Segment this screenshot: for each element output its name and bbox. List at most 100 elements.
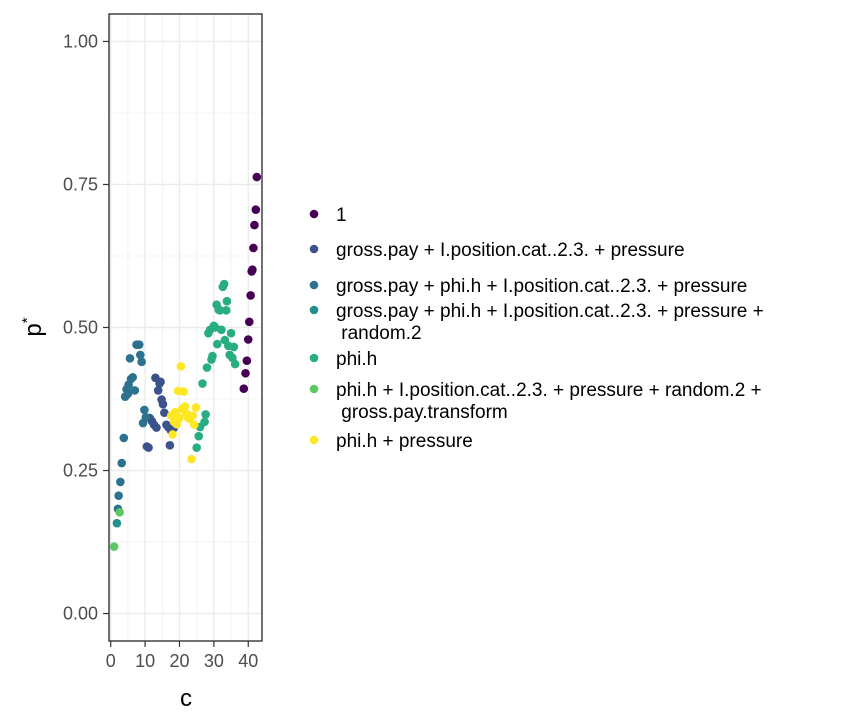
- x-axis-title: c: [180, 685, 192, 712]
- legend-item: phi.h + pressure: [309, 431, 473, 452]
- data-point-series-3: [116, 477, 125, 487]
- data-point-series-1: [249, 243, 258, 253]
- y-tick-label: 0.25: [63, 461, 98, 481]
- data-point-series-7: [189, 420, 199, 430]
- data-point-series-5: [194, 431, 204, 441]
- data-point-series-5: [202, 363, 212, 372]
- y-axis-title-superscript: *: [19, 317, 36, 323]
- legend-label-line: gross.pay + phi.h + I.position.cat..2.3.…: [336, 276, 747, 297]
- data-point-series-3: [130, 386, 140, 395]
- data-point-series-2: [152, 423, 161, 432]
- data-point-series-3: [135, 350, 145, 360]
- data-point-series-5: [222, 296, 232, 306]
- data-point-series-5: [198, 379, 207, 388]
- data-point-series-5: [219, 279, 229, 289]
- legend-label: gross.pay + phi.h + I.position.cat..2.3.…: [336, 276, 747, 297]
- data-point-series-7: [191, 403, 201, 412]
- data-point-series-1: [242, 356, 252, 365]
- x-tick-label: 10: [135, 651, 155, 671]
- data-point-series-7: [176, 362, 186, 371]
- data-point-series-7: [168, 430, 177, 439]
- data-point-series-1: [251, 205, 261, 214]
- legend-label-line: phi.h + I.position.cat..2.3. + pressure …: [336, 380, 762, 401]
- data-point-series-7: [179, 387, 188, 396]
- legend-key: [309, 244, 319, 254]
- legend-label: phi.h + pressure: [336, 431, 473, 452]
- legend-label-line: 1: [336, 205, 347, 226]
- data-point-series-5: [200, 417, 209, 427]
- data-point-series-3: [128, 372, 138, 382]
- data-point-series-5: [221, 306, 231, 315]
- data-point-series-5: [213, 339, 222, 349]
- data-point-series-5: [217, 325, 226, 335]
- data-point-series-2: [156, 377, 165, 387]
- data-point-series-6: [109, 542, 119, 551]
- legend-label: gross.pay + I.position.cat..2.3. + press…: [336, 240, 685, 261]
- legend-label-line: gross.pay.transform: [336, 402, 508, 423]
- legend-label-line: random.2: [336, 323, 422, 344]
- data-point-series-5: [201, 410, 210, 419]
- legend-label-line: phi.h + pressure: [336, 431, 473, 452]
- data-point-series-1: [252, 172, 262, 182]
- data-point-series-2: [144, 443, 153, 452]
- data-point-series-5: [208, 351, 217, 361]
- data-point-series-4: [112, 518, 122, 528]
- legend: 1 gross.pay + I.position.cat..2.3. + pres…: [309, 205, 764, 452]
- data-point-series-5: [229, 342, 239, 352]
- data-point-series-3: [140, 405, 149, 415]
- legend-label-line: gross.pay + I.position.cat..2.3. + press…: [336, 240, 685, 261]
- legend-label: phi.h + I.position.cat..2.3. + pressure …: [336, 380, 762, 423]
- data-point-series-5: [215, 306, 225, 315]
- data-point-series-1: [239, 384, 249, 394]
- data-point-series-3: [119, 433, 129, 443]
- legend-label: gross.pay + phi.h + I.position.cat..2.3.…: [336, 301, 764, 344]
- data-point-series-3: [123, 389, 133, 399]
- data-point-series-3: [137, 357, 146, 367]
- data-point-series-1: [241, 368, 250, 378]
- data-point-series-3: [141, 413, 151, 422]
- data-point-series-3: [117, 458, 127, 468]
- legend-key: [309, 353, 319, 363]
- data-point-series-1: [246, 291, 255, 300]
- data-point-series-2: [165, 441, 175, 450]
- legend-key: [309, 435, 319, 445]
- data-point-series-7: [187, 454, 196, 464]
- data-point-series-5: [192, 443, 201, 452]
- legend-label-line: phi.h: [336, 349, 377, 370]
- x-tick-label: 20: [169, 651, 189, 671]
- x-tick-label: 30: [204, 651, 224, 671]
- data-point-series-2: [158, 399, 168, 409]
- major-gridlines: [109, 14, 262, 641]
- data-point-series-2: [160, 408, 169, 418]
- data-point-series-7: [188, 411, 197, 420]
- legend-key: [309, 209, 319, 219]
- data-point-series-7: [175, 413, 184, 423]
- legend-key: [309, 280, 319, 290]
- y-tick-label: 1.00: [63, 31, 98, 51]
- data-point-series-7: [180, 402, 190, 411]
- data-point-series-1: [243, 335, 253, 344]
- y-axis: 0.00 0.25 0.50 0.75 1.00: [63, 31, 109, 624]
- data-point-series-5: [226, 328, 236, 338]
- data-point-series-1: [244, 317, 254, 327]
- legend-item: 1: [309, 205, 347, 226]
- legend-item: gross.pay + I.position.cat..2.3. + press…: [309, 240, 685, 261]
- y-tick-label: 0.75: [63, 174, 98, 194]
- y-axis-title: p*: [19, 317, 47, 336]
- data-point-series-1: [247, 267, 256, 276]
- y-tick-label: 0.00: [63, 604, 98, 624]
- y-axis-title-main: p: [20, 323, 47, 336]
- x-tick-label: 40: [238, 651, 258, 671]
- legend-key: [309, 384, 319, 394]
- legend-item: gross.pay + phi.h + I.position.cat..2.3.…: [309, 276, 747, 297]
- legend-item: gross.pay + phi.h + I.position.cat..2.3.…: [309, 301, 764, 344]
- data-point-series-3: [134, 340, 144, 349]
- legend-item: phi.h + I.position.cat..2.3. + pressure …: [309, 380, 762, 423]
- data-point-series-3: [114, 491, 123, 500]
- legend-label-line: gross.pay + phi.h + I.position.cat..2.3.…: [336, 301, 764, 322]
- data-point-series-2: [153, 386, 163, 395]
- data-point-series-6: [115, 507, 124, 517]
- legend-item: phi.h: [309, 349, 377, 370]
- legend-label: 1: [336, 205, 347, 226]
